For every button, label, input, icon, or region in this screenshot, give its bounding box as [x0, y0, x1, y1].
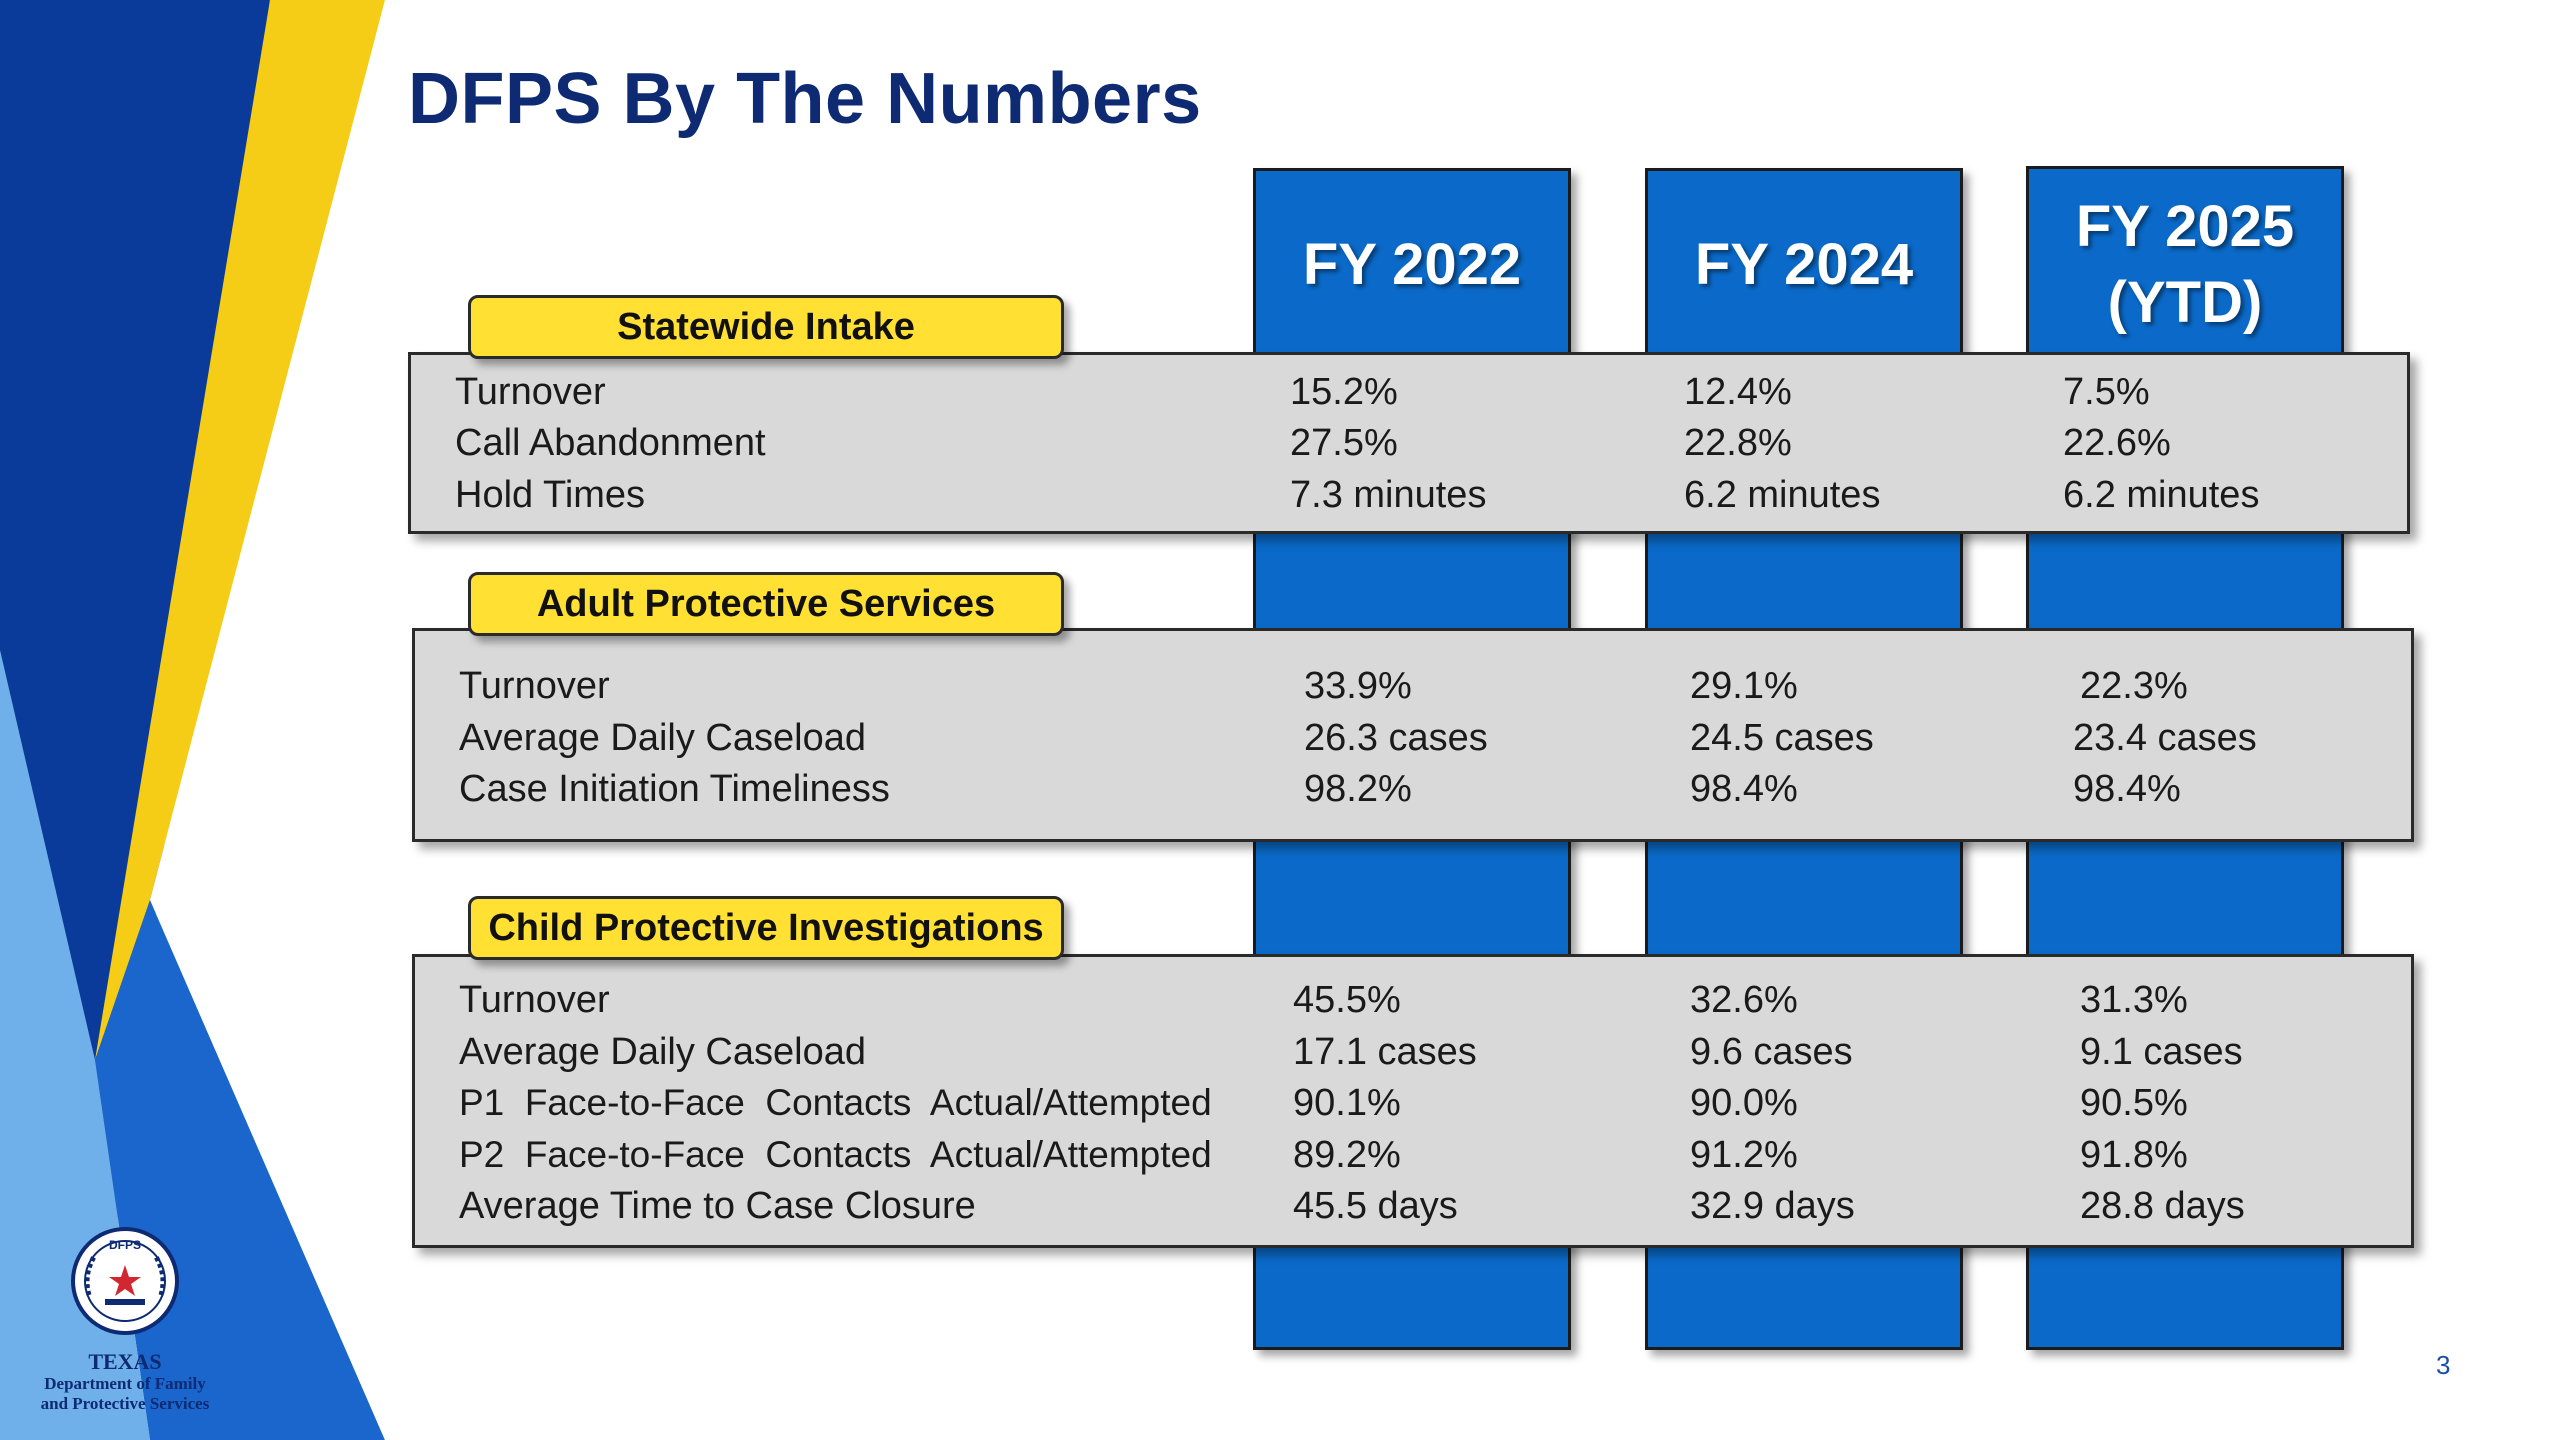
- row-value: 22.8%: [1684, 422, 1792, 464]
- row-value: 22.6%: [2063, 422, 2171, 464]
- row-value: 29.1%: [1690, 665, 1798, 707]
- column-header-line1: FY 2024: [1694, 232, 1914, 297]
- row-value: 98.4%: [2073, 768, 2181, 810]
- row-value: 33.9%: [1304, 665, 1412, 707]
- row-label: Case Initiation Timeliness: [459, 768, 890, 810]
- row-value: 90.5%: [2080, 1082, 2188, 1124]
- row-value: 91.2%: [1690, 1134, 1798, 1176]
- row-value: 89.2%: [1293, 1134, 1401, 1176]
- column-header-line2: (YTD): [2107, 270, 2263, 335]
- row-value: 15.2%: [1290, 371, 1398, 413]
- row-label: Call Abandonment: [455, 422, 766, 464]
- row-label: P2 Face-to-Face Contacts Actual/Attempte…: [459, 1134, 1212, 1175]
- row-value: 98.4%: [1690, 768, 1798, 810]
- row-value: 17.1 cases: [1293, 1031, 1477, 1073]
- section-tag-label: Child Protective Investigations: [488, 906, 1044, 949]
- logo-texas: TEXAS: [88, 1349, 162, 1374]
- section-panel-statewide-intake: [408, 352, 2410, 534]
- dfps-logo: DFPS TEXAS Department of Family and Prot…: [20, 1225, 230, 1414]
- row-label: Turnover: [459, 665, 610, 707]
- row-label: P1 Face-to-Face Contacts Actual/Attempte…: [459, 1082, 1212, 1123]
- seal-text: DFPS: [109, 1238, 141, 1252]
- row-value: 26.3 cases: [1304, 717, 1488, 759]
- row-value: 6.2 minutes: [1684, 474, 1881, 516]
- row-value: 12.4%: [1684, 371, 1792, 413]
- row-label: Average Daily Caseload: [459, 717, 866, 759]
- row-label: Turnover: [455, 371, 606, 413]
- column-header-fy2024: FY 2024: [1645, 185, 1963, 345]
- section-tag-adult-protective-services: Adult Protective Services: [468, 572, 1064, 636]
- section-tag-label: Statewide Intake: [617, 305, 915, 348]
- row-value: 45.5 days: [1293, 1185, 1458, 1227]
- left-stripe-decoration: [0, 0, 420, 1440]
- row-value: 9.6 cases: [1690, 1031, 1853, 1073]
- row-value: 32.6%: [1690, 979, 1798, 1021]
- dfps-seal-icon: DFPS: [71, 1227, 179, 1335]
- column-header-fy2022: FY 2022: [1253, 185, 1571, 345]
- section-panel-adult-protective-services: [412, 628, 2414, 842]
- slide-title: DFPS By The Numbers: [408, 59, 1202, 139]
- row-label: Average Daily Caseload: [459, 1031, 866, 1073]
- row-label: Hold Times: [455, 474, 646, 516]
- row-value: 9.1 cases: [2080, 1031, 2243, 1073]
- row-value: 22.3%: [2080, 665, 2188, 707]
- column-header-line1: FY 2025: [2075, 194, 2295, 259]
- row-value: 90.1%: [1293, 1082, 1401, 1124]
- row-label: Turnover: [459, 979, 610, 1021]
- row-value: 23.4 cases: [2073, 717, 2257, 759]
- row-label: Average Time to Case Closure: [459, 1185, 976, 1227]
- row-value: 7.5%: [2063, 371, 2150, 413]
- row-value: 31.3%: [2080, 979, 2188, 1021]
- row-value: 45.5%: [1293, 979, 1401, 1021]
- row-value: 6.2 minutes: [2063, 474, 2260, 516]
- row-value: 98.2%: [1304, 768, 1412, 810]
- section-tag-label: Adult Protective Services: [536, 582, 996, 625]
- row-value: 32.9 days: [1690, 1185, 1855, 1227]
- row-value: 28.8 days: [2080, 1185, 2245, 1227]
- row-value: 27.5%: [1290, 422, 1398, 464]
- logo-line2: Department of Family: [44, 1374, 206, 1393]
- column-header-line1: FY 2022: [1302, 232, 1522, 297]
- page-number: 3: [2436, 1350, 2451, 1380]
- row-value: 7.3 minutes: [1290, 474, 1487, 516]
- section-tag-child-protective-investigations: Child Protective Investigations: [468, 896, 1064, 960]
- column-header-fy2025: FY 2025 (YTD): [2026, 180, 2344, 350]
- row-value: 91.8%: [2080, 1134, 2188, 1176]
- row-value: 90.0%: [1690, 1082, 1798, 1124]
- row-value: 24.5 cases: [1690, 717, 1874, 759]
- section-tag-statewide-intake: Statewide Intake: [468, 295, 1064, 359]
- logo-line3: and Protective Services: [40, 1394, 210, 1413]
- section-panel-child-protective-investigations: [412, 954, 2414, 1248]
